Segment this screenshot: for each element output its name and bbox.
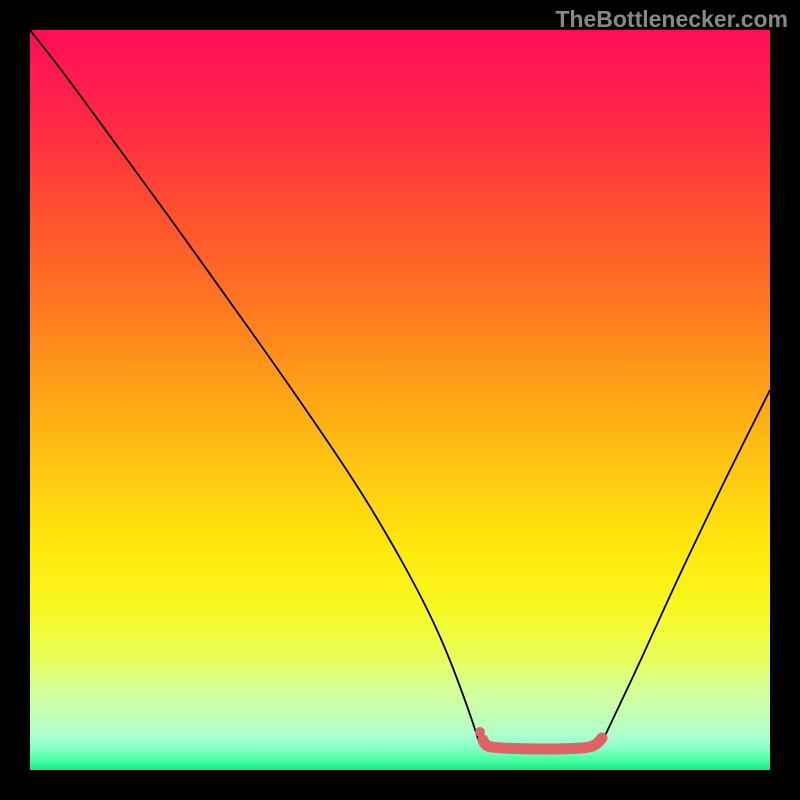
chart-svg bbox=[30, 30, 770, 770]
plot-area bbox=[30, 30, 770, 770]
chart-container: TheBottlenecker.com bbox=[0, 0, 800, 800]
marker-dot bbox=[475, 727, 485, 737]
gradient-background bbox=[30, 30, 770, 770]
branding-text: TheBottlenecker.com bbox=[555, 6, 788, 33]
